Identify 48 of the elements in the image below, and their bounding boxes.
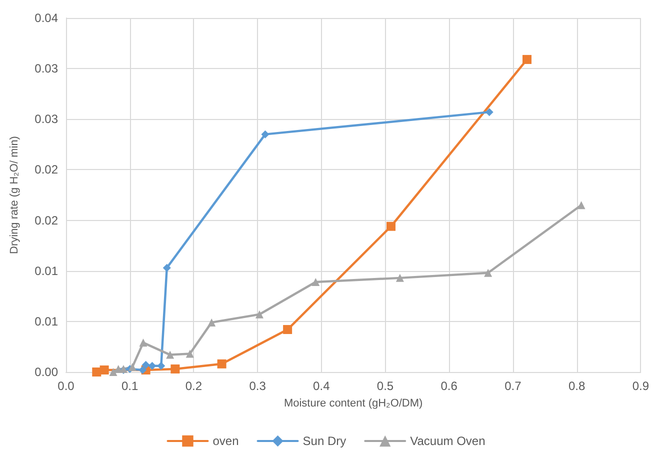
point xyxy=(522,54,532,64)
y-tick-label: 0.03 xyxy=(34,112,58,126)
point xyxy=(396,274,404,282)
point xyxy=(142,360,150,369)
point xyxy=(128,362,136,371)
x-tick-label: 0.7 xyxy=(504,379,522,393)
point xyxy=(92,368,102,376)
y-tick-label: 0.00 xyxy=(34,365,58,379)
point xyxy=(170,364,180,374)
point xyxy=(255,310,264,318)
y-tick-label: 0.01 xyxy=(34,314,58,328)
point xyxy=(577,201,586,210)
x-tick-label: 0.1 xyxy=(122,379,139,393)
x-tick-label: 0.8 xyxy=(568,379,586,393)
x-tick-label: 0.0 xyxy=(58,379,75,393)
point xyxy=(157,362,166,370)
y-tick-label: 0.01 xyxy=(34,264,58,278)
point xyxy=(208,318,216,326)
y-tick-label: 0.03 xyxy=(34,62,58,76)
point xyxy=(217,359,226,368)
point xyxy=(485,108,494,116)
x-tick-label: 0.5 xyxy=(376,379,394,393)
point xyxy=(162,264,171,272)
x-tick-label: 0.6 xyxy=(440,379,458,393)
x-tick-label: 0.9 xyxy=(632,379,650,393)
point xyxy=(166,350,174,359)
x-tick-label: 0.4 xyxy=(313,379,330,393)
legend-label: oven xyxy=(212,434,239,448)
x-tick-label: 0.2 xyxy=(185,379,202,393)
point xyxy=(109,368,118,376)
point xyxy=(484,268,492,277)
x-tick-label: 0.3 xyxy=(249,379,266,393)
point xyxy=(148,362,156,370)
y-axis-title: Drying rate (g H₂O/ min) xyxy=(8,136,20,254)
point xyxy=(283,325,292,334)
legend-label: Vacuum Oven xyxy=(410,434,486,448)
point xyxy=(386,222,396,231)
y-tick-label: 0.02 xyxy=(34,162,58,177)
point xyxy=(139,338,148,347)
point xyxy=(100,365,109,374)
y-tick-label: 0.04 xyxy=(34,11,58,25)
point xyxy=(138,366,147,374)
point xyxy=(186,350,194,358)
x-axis-title: Moisture content (gH₂O/DM) xyxy=(284,398,423,410)
point xyxy=(312,278,320,286)
legend-label: Sun Dry xyxy=(302,434,346,448)
point xyxy=(261,130,270,138)
y-tick-label: 0.02 xyxy=(34,213,58,228)
